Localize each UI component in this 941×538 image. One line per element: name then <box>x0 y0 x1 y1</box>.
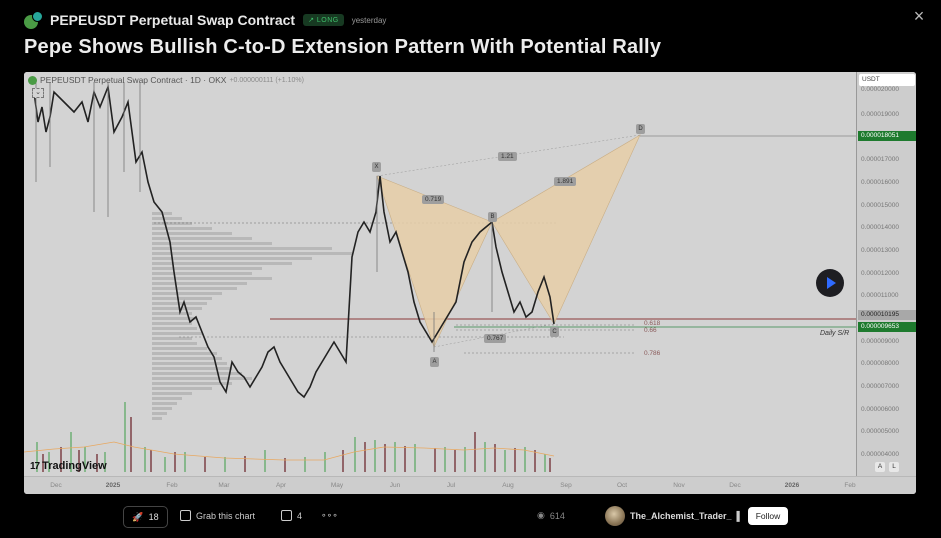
rocket-icon: 🚀 <box>132 511 144 522</box>
symbol-row: PEPEUSDT Perpetual Swap Contract ↗ LONG … <box>24 8 901 32</box>
chart-legend[interactable]: PEPEUSDT Perpetual Swap Contract · 1D · … <box>28 75 304 85</box>
price-tick: 0.000008000 <box>861 360 899 367</box>
close-icon[interactable]: × <box>913 6 925 26</box>
tradingview-text: TradingView <box>42 460 107 472</box>
more-icon: ∘∘∘ <box>321 510 338 520</box>
price-tick: 0.000016000 <box>861 179 899 186</box>
time-tick: Jul <box>446 482 456 489</box>
time-tick: Oct <box>616 482 628 489</box>
grab-chart-label: Grab this chart <box>196 510 256 521</box>
idea-footer: 🚀 18 Grab this chart 4 ∘∘∘ ◉ 614 The_Alc… <box>0 502 941 532</box>
price-tick: 0.000015000 <box>861 202 899 209</box>
price-axis[interactable]: USDT 0.000020000 0.000019000 0.000017000 0.… <box>856 72 916 476</box>
symbol-link[interactable]: PEPEUSDT Perpetual Swap Contract <box>50 12 296 28</box>
time-tick: Feb <box>166 482 178 489</box>
views: ◉ 614 <box>537 510 565 521</box>
author-name: The_Alchemist_Trader_ <box>630 511 732 521</box>
time-tick: Dec <box>50 482 62 489</box>
time-tick: 2026 <box>784 482 800 489</box>
ratio-xb: 0.719 <box>422 195 445 204</box>
legend-symbol: PEPEUSDT Perpetual Swap Contract · 1D · … <box>40 75 227 85</box>
ratio-bd: 1.891 <box>554 177 577 186</box>
comments-button[interactable]: 4 <box>281 510 302 521</box>
ratio-xd: 1.21 <box>498 152 517 161</box>
auto-scale-button[interactable]: A <box>875 462 885 472</box>
more-button[interactable]: ∘∘∘ <box>321 510 338 521</box>
eye-icon: ◉ <box>537 510 545 520</box>
follow-button[interactable]: Follow <box>748 507 788 525</box>
price-tick: 0.000012000 <box>861 270 899 277</box>
sr-price-label: 0.000009653 <box>858 322 916 332</box>
price-tick: 0.000013000 <box>861 247 899 254</box>
fib-0786: 0.786 <box>644 350 661 357</box>
boost-button[interactable]: 🚀 18 <box>123 506 168 528</box>
fib-0618: 0.618 <box>644 320 661 327</box>
daily-sr-label: Daily S/R <box>820 330 850 337</box>
grab-chart-button[interactable]: Grab this chart <box>180 510 255 521</box>
pattern-point-d: D <box>636 124 645 134</box>
currency-select[interactable]: USDT <box>859 74 915 86</box>
tradingview-watermark: 17 TradingView <box>30 460 107 472</box>
price-tick: 0.000017000 <box>861 156 899 163</box>
ratio-ac: 0.767 <box>484 334 507 343</box>
price-chart-canvas <box>24 82 856 472</box>
author-link[interactable]: The_Alchemist_Trader_ ▌ <box>605 506 743 526</box>
target-price-label: 0.000018051 <box>858 131 916 141</box>
price-tick: 0.000004000 <box>861 451 899 458</box>
pattern-point-b: B <box>488 212 497 222</box>
legend-change: +0.000000111 (+1.10%) <box>229 76 304 84</box>
log-scale-button[interactable]: L <box>889 462 899 472</box>
idea-title: Pepe Shows Bullish C-to-D Extension Patt… <box>24 36 662 58</box>
tradingview-logo-icon: 17 <box>30 460 40 472</box>
pattern-point-a: A <box>430 357 439 367</box>
price-tick: 0.000020000 <box>861 86 899 93</box>
price-tick: 0.000019000 <box>861 111 899 118</box>
pepe-logo-icon <box>24 11 43 29</box>
symbol-dot-icon <box>28 75 37 85</box>
avatar <box>605 506 625 526</box>
time-tick: Dec <box>729 482 741 489</box>
price-tick: 0.000007000 <box>861 383 899 390</box>
comment-icon <box>281 510 292 521</box>
time-tick: Nov <box>673 482 685 489</box>
price-tick: 0.000014000 <box>861 224 899 231</box>
price-tick: 0.000005000 <box>861 428 899 435</box>
axis-buttons: A L <box>875 462 899 472</box>
time-tick: Jun <box>389 482 401 489</box>
price-tick: 0.000009000 <box>861 338 899 345</box>
time-tick: Apr <box>275 482 287 489</box>
time-tick: Aug <box>502 482 514 489</box>
time-tick: May <box>330 482 344 489</box>
volume-profile <box>152 212 352 420</box>
last-price-label: 0.000010195 <box>858 310 916 320</box>
long-badge: ↗ LONG <box>303 14 344 26</box>
price-tick: 0.000006000 <box>861 406 899 413</box>
price-tick: 0.000011000 <box>861 292 899 299</box>
pattern-point-x: X <box>372 162 381 172</box>
published-time: yesterday <box>351 15 387 25</box>
time-tick: Mar <box>218 482 230 489</box>
chevron-down-icon[interactable]: ⌄ <box>32 88 44 98</box>
play-replay-button[interactable] <box>816 269 844 297</box>
fib-066: 0.66 <box>644 327 657 334</box>
comment-count: 4 <box>297 510 303 521</box>
idea-header: PEPEUSDT Perpetual Swap Contract ↗ LONG … <box>24 8 901 59</box>
time-tick: Sep <box>560 482 572 489</box>
volume-bars <box>24 402 555 472</box>
chart-container[interactable]: PEPEUSDT Perpetual Swap Contract · 1D · … <box>24 72 916 494</box>
chart-image-icon <box>180 510 191 521</box>
chart-pane[interactable]: PEPEUSDT Perpetual Swap Contract · 1D · … <box>24 72 856 476</box>
pattern-point-c: C <box>550 327 559 337</box>
view-count: 614 <box>549 510 565 521</box>
time-axis[interactable]: Dec 2025 Feb Mar Apr May Jun Jul Aug Sep Oct Nov Dec… <box>24 476 916 494</box>
time-tick: 2025 <box>105 482 121 489</box>
pencil-icon: ▌ <box>736 511 743 521</box>
boost-count: 18 <box>148 512 159 522</box>
time-tick: Feb <box>844 482 856 489</box>
